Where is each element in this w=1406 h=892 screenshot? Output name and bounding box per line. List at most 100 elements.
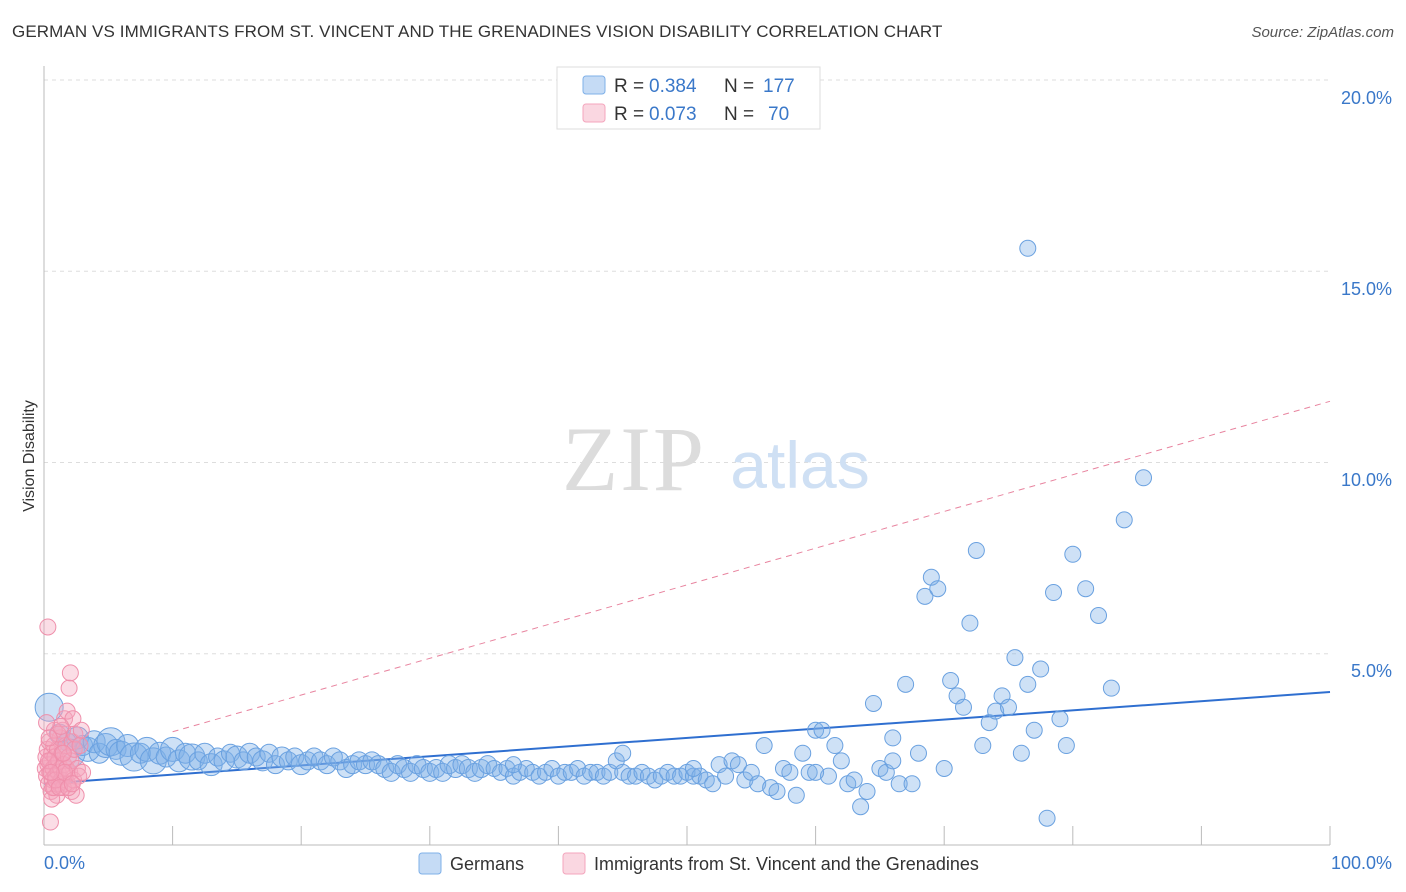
source-label: Source: ZipAtlas.com	[1251, 24, 1394, 41]
germans-point	[794, 744, 812, 762]
germans-point	[935, 760, 953, 777]
germans-point	[916, 587, 934, 605]
germans-point	[832, 752, 850, 770]
germans-point	[890, 775, 908, 793]
germans-point	[1012, 744, 1030, 762]
germans-point	[330, 751, 350, 771]
germans-point	[93, 733, 119, 759]
gridlines	[44, 79, 1330, 655]
germans-point	[1057, 737, 1075, 755]
immigrants-point	[38, 714, 56, 732]
stats-r-value-0: 0.384	[649, 76, 697, 97]
germans-point	[1019, 675, 1037, 693]
germans-point	[749, 775, 767, 793]
trend-lines	[43, 400, 1331, 785]
germans-point	[34, 692, 64, 722]
germans-point	[582, 763, 600, 781]
germans-point	[942, 672, 960, 690]
germans-point	[1045, 584, 1063, 602]
germans-point	[929, 580, 947, 598]
germans-point	[961, 614, 979, 632]
germans-point	[1038, 809, 1056, 827]
germans-point	[194, 742, 216, 764]
legend-label-germans: Germans	[450, 854, 524, 874]
germans-point	[903, 775, 921, 793]
germans-point	[826, 737, 844, 755]
germans-point	[954, 698, 972, 716]
germans-point	[974, 737, 992, 755]
germans-point	[845, 771, 863, 789]
germans-point	[858, 782, 876, 800]
germans-point	[116, 734, 140, 758]
immigrants-point	[71, 737, 89, 755]
germans-point	[246, 747, 266, 767]
germans-point	[401, 762, 421, 782]
immigrants-point	[72, 721, 90, 739]
y-axis-title: Vision Disability	[21, 400, 38, 512]
legend-swatch-germans	[418, 852, 442, 875]
germans-point	[556, 763, 574, 781]
germans-point	[1135, 469, 1153, 487]
watermark-zip: ZIP	[562, 408, 706, 510]
legend: Germans Immigrants from St. Vincent and …	[418, 852, 979, 875]
stats-n-value-0: 177	[763, 76, 795, 97]
germans-point	[614, 744, 632, 762]
germans-point	[684, 760, 702, 777]
stats-r-label-0: R =	[614, 76, 644, 97]
germans-point	[1051, 710, 1069, 728]
germans-point	[729, 756, 747, 774]
germans-point	[781, 763, 799, 781]
germans-point	[807, 763, 825, 781]
germans-point	[787, 786, 805, 804]
trend-line-series-0	[43, 691, 1331, 785]
stats-swatch-immigrants	[582, 103, 606, 123]
stats-box: R = 0.384 N = 177 R = 0.073 N = 70	[556, 66, 821, 130]
legend-swatch-immigrants	[562, 852, 586, 875]
germans-point	[1006, 649, 1024, 667]
germans-point	[800, 763, 818, 781]
germans-point	[1115, 511, 1133, 529]
germans-point	[317, 755, 337, 775]
germans-point	[884, 729, 902, 747]
germans-point	[819, 767, 837, 785]
germans-point	[620, 767, 638, 785]
stats-r-label-1: R =	[614, 104, 644, 125]
germans-point	[108, 740, 134, 766]
germans-point	[987, 702, 1005, 720]
germans-point	[1000, 698, 1017, 716]
germans-point	[1064, 545, 1082, 563]
watermark: ZIP atlas	[562, 408, 870, 510]
germans-points	[34, 239, 1153, 827]
germans-point	[665, 767, 683, 785]
immigrants-point	[40, 729, 58, 747]
legend-label-immigrants: Immigrants from St. Vincent and the Gren…	[594, 854, 979, 874]
chart-title: GERMAN VS IMMIGRANTS FROM ST. VINCENT AN…	[12, 22, 943, 41]
germans-point	[1032, 660, 1050, 678]
immigrants-point	[54, 744, 72, 762]
immigrants-point	[52, 717, 70, 735]
germans-point	[1077, 580, 1095, 598]
y-tick-label-5: 5.0%	[1351, 661, 1392, 681]
stats-n-value-1: 70	[768, 104, 789, 125]
immigrants-point	[74, 763, 92, 781]
germans-point	[381, 762, 401, 782]
germans-point	[1090, 607, 1108, 624]
immigrants-point	[60, 679, 78, 697]
germans-point	[897, 675, 915, 693]
immigrants-point	[61, 664, 79, 682]
x-axis	[44, 826, 1331, 846]
trend-line-series-1	[172, 400, 1331, 733]
y-tick-label-20: 20.0%	[1341, 88, 1392, 108]
germans-point	[852, 798, 870, 816]
immigrants-point	[63, 775, 81, 793]
germans-point	[259, 743, 279, 763]
stats-swatch-germans	[582, 75, 606, 95]
stats-r-value-1: 0.073	[649, 104, 697, 125]
germans-point	[178, 743, 206, 771]
germans-point	[1025, 721, 1043, 739]
germans-point	[504, 756, 522, 774]
immigrants-point	[41, 813, 59, 831]
germans-point	[704, 775, 722, 793]
germans-point	[1019, 239, 1037, 257]
